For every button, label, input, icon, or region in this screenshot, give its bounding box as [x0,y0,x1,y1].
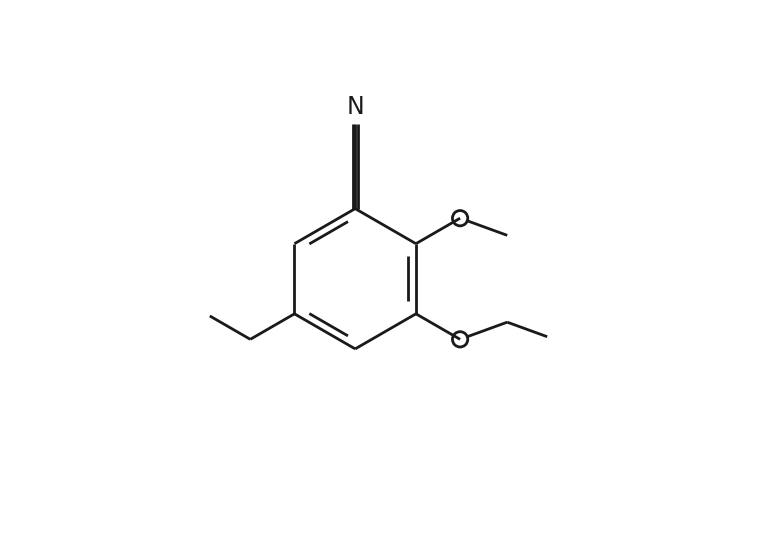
Text: N: N [346,94,364,119]
